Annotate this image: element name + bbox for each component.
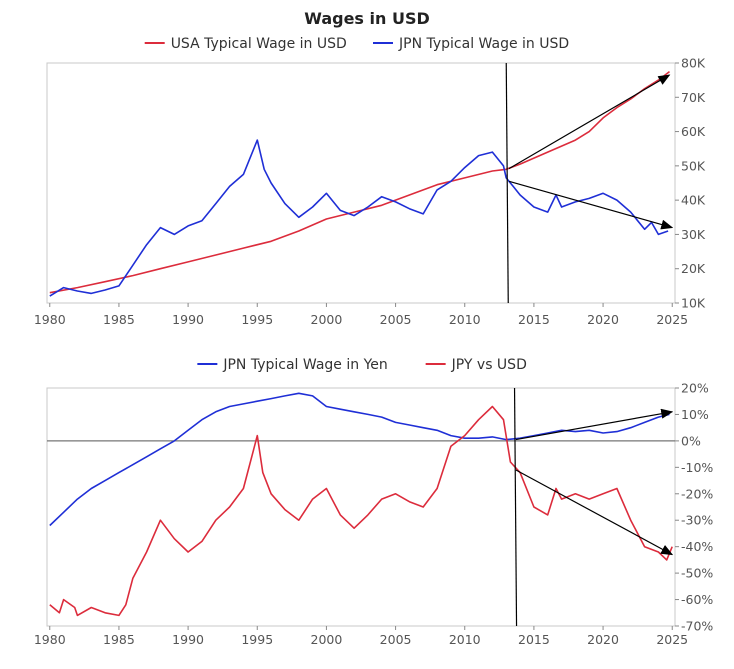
y-tick-label: 60K <box>681 124 706 139</box>
y-tick-label: -40% <box>681 539 713 554</box>
y-tick-label: -20% <box>681 486 713 501</box>
y-tick-label: -70% <box>681 619 713 634</box>
x-tick-label: 1985 <box>103 312 135 327</box>
series-line <box>49 139 669 297</box>
vertical-marker <box>513 387 518 627</box>
x-tick-label: 1990 <box>172 312 204 327</box>
x-tick-label: 1980 <box>34 312 66 327</box>
legend-label: JPY vs USD <box>451 357 527 373</box>
y-tick-label: 50K <box>681 158 706 173</box>
series-line <box>49 392 670 527</box>
y-tick-label: 10K <box>681 296 706 311</box>
y-tick-label: 10% <box>681 407 709 422</box>
x-tick-label: 2025 <box>656 632 688 647</box>
y-tick-label: 20% <box>681 381 709 396</box>
x-tick-label: 2005 <box>380 632 412 647</box>
trend-arrow <box>508 180 674 230</box>
chart-title: Wages in USD <box>304 9 430 28</box>
y-tick-label: -60% <box>681 592 713 607</box>
y-tick-label: 20K <box>681 261 706 276</box>
x-tick-label: 2010 <box>449 632 481 647</box>
legend-label: USA Typical Wage in USD <box>171 36 347 52</box>
x-tick-label: 1980 <box>34 632 66 647</box>
x-tick-label: 1985 <box>103 632 135 647</box>
y-tick-label: 0% <box>681 433 701 448</box>
x-tick-label: 2015 <box>518 632 550 647</box>
trend-arrow <box>508 74 671 170</box>
x-tick-label: 2000 <box>311 632 343 647</box>
legend-label: JPN Typical Wage in Yen <box>222 357 387 373</box>
series-line <box>49 70 670 294</box>
plot-frame <box>46 62 676 304</box>
vertical-marker <box>505 62 509 304</box>
plot-frame <box>46 387 676 627</box>
x-tick-label: 1995 <box>241 312 273 327</box>
x-tick-label: 2020 <box>587 632 619 647</box>
y-tick-label: 30K <box>681 227 706 242</box>
y-tick-label: 40K <box>681 193 706 208</box>
x-tick-label: 1995 <box>241 632 273 647</box>
x-tick-label: 1990 <box>172 632 204 647</box>
x-tick-label: 2015 <box>518 312 550 327</box>
x-tick-label: 2000 <box>311 312 343 327</box>
y-tick-label: 80K <box>681 56 706 71</box>
y-tick-label: -30% <box>681 513 713 528</box>
trend-arrow <box>515 469 674 556</box>
y-tick-label: -50% <box>681 566 713 581</box>
x-tick-label: 2010 <box>449 312 481 327</box>
y-tick-label: -10% <box>681 460 713 475</box>
x-tick-label: 2020 <box>587 312 619 327</box>
legend-label: JPN Typical Wage in USD <box>398 36 569 52</box>
series-line <box>49 405 673 617</box>
x-tick-label: 2005 <box>380 312 412 327</box>
trend-arrow <box>515 408 674 441</box>
x-tick-label: 2025 <box>656 312 688 327</box>
y-tick-label: 70K <box>681 90 706 105</box>
